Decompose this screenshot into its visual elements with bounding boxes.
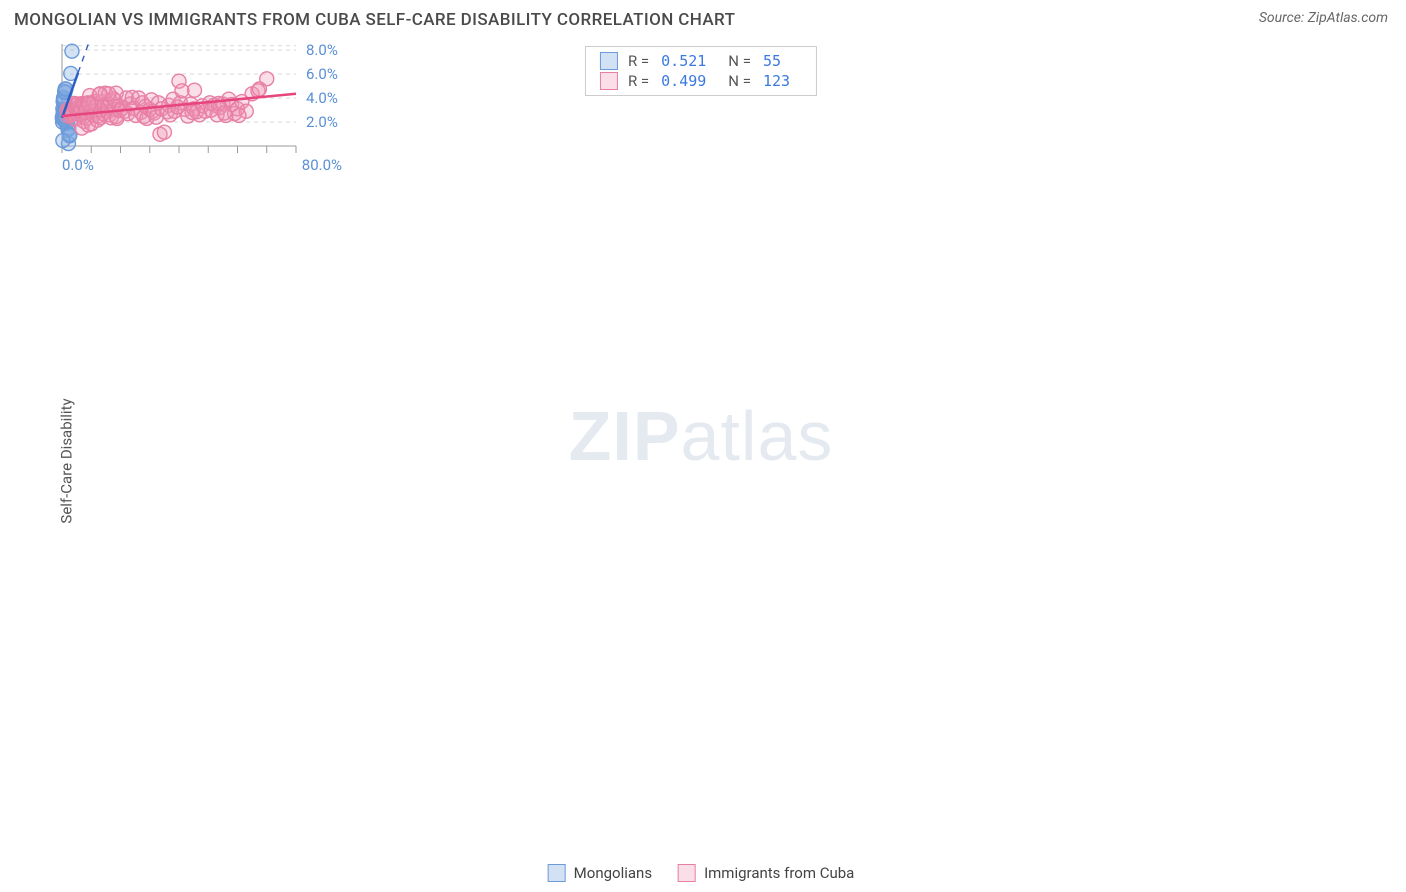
legend-item-mongolians: Mongolians <box>548 864 652 882</box>
chart-title: MONGOLIAN VS IMMIGRANTS FROM CUBA SELF-C… <box>14 10 735 30</box>
svg-text:2.0%: 2.0% <box>306 113 338 131</box>
swatch-icon <box>678 864 696 882</box>
svg-text:4.0%: 4.0% <box>306 89 338 107</box>
watermark: ZIPatlas <box>569 396 834 476</box>
r-value: 0.499 <box>661 72 706 90</box>
series-legend: Mongolians Immigrants from Cuba <box>548 864 855 882</box>
header: MONGOLIAN VS IMMIGRANTS FROM CUBA SELF-C… <box>0 0 1406 34</box>
legend-label: Immigrants from Cuba <box>704 864 854 882</box>
svg-text:0.0%: 0.0% <box>62 156 94 174</box>
correlation-legend: R = 0.521 N = 55 R = 0.499 N = 123 <box>585 46 817 96</box>
source-attribution: Source: ZipAtlas.com <box>1259 10 1388 26</box>
swatch-icon <box>548 864 566 882</box>
legend-row-mongolians: R = 0.521 N = 55 <box>600 51 802 71</box>
legend-item-cuba: Immigrants from Cuba <box>678 864 854 882</box>
chart-container: Self-Care Disability 2.0% 4.0% 6.0% 8.0% 0.0… <box>14 40 1388 882</box>
svg-text:6.0%: 6.0% <box>306 65 338 83</box>
y-axis-label: Self-Care Disability <box>58 398 76 523</box>
n-value: 123 <box>763 72 790 90</box>
n-value: 55 <box>763 52 781 70</box>
r-value: 0.521 <box>661 52 706 70</box>
svg-text:80.0%: 80.0% <box>302 156 342 174</box>
scatter-plot: 2.0% 4.0% 6.0% 8.0% 0.0% 80.0% <box>54 40 354 190</box>
svg-text:8.0%: 8.0% <box>306 41 338 59</box>
legend-row-cuba: R = 0.499 N = 123 <box>600 71 802 91</box>
swatch-icon <box>600 72 618 90</box>
swatch-icon <box>600 52 618 70</box>
legend-label: Mongolians <box>574 864 652 882</box>
